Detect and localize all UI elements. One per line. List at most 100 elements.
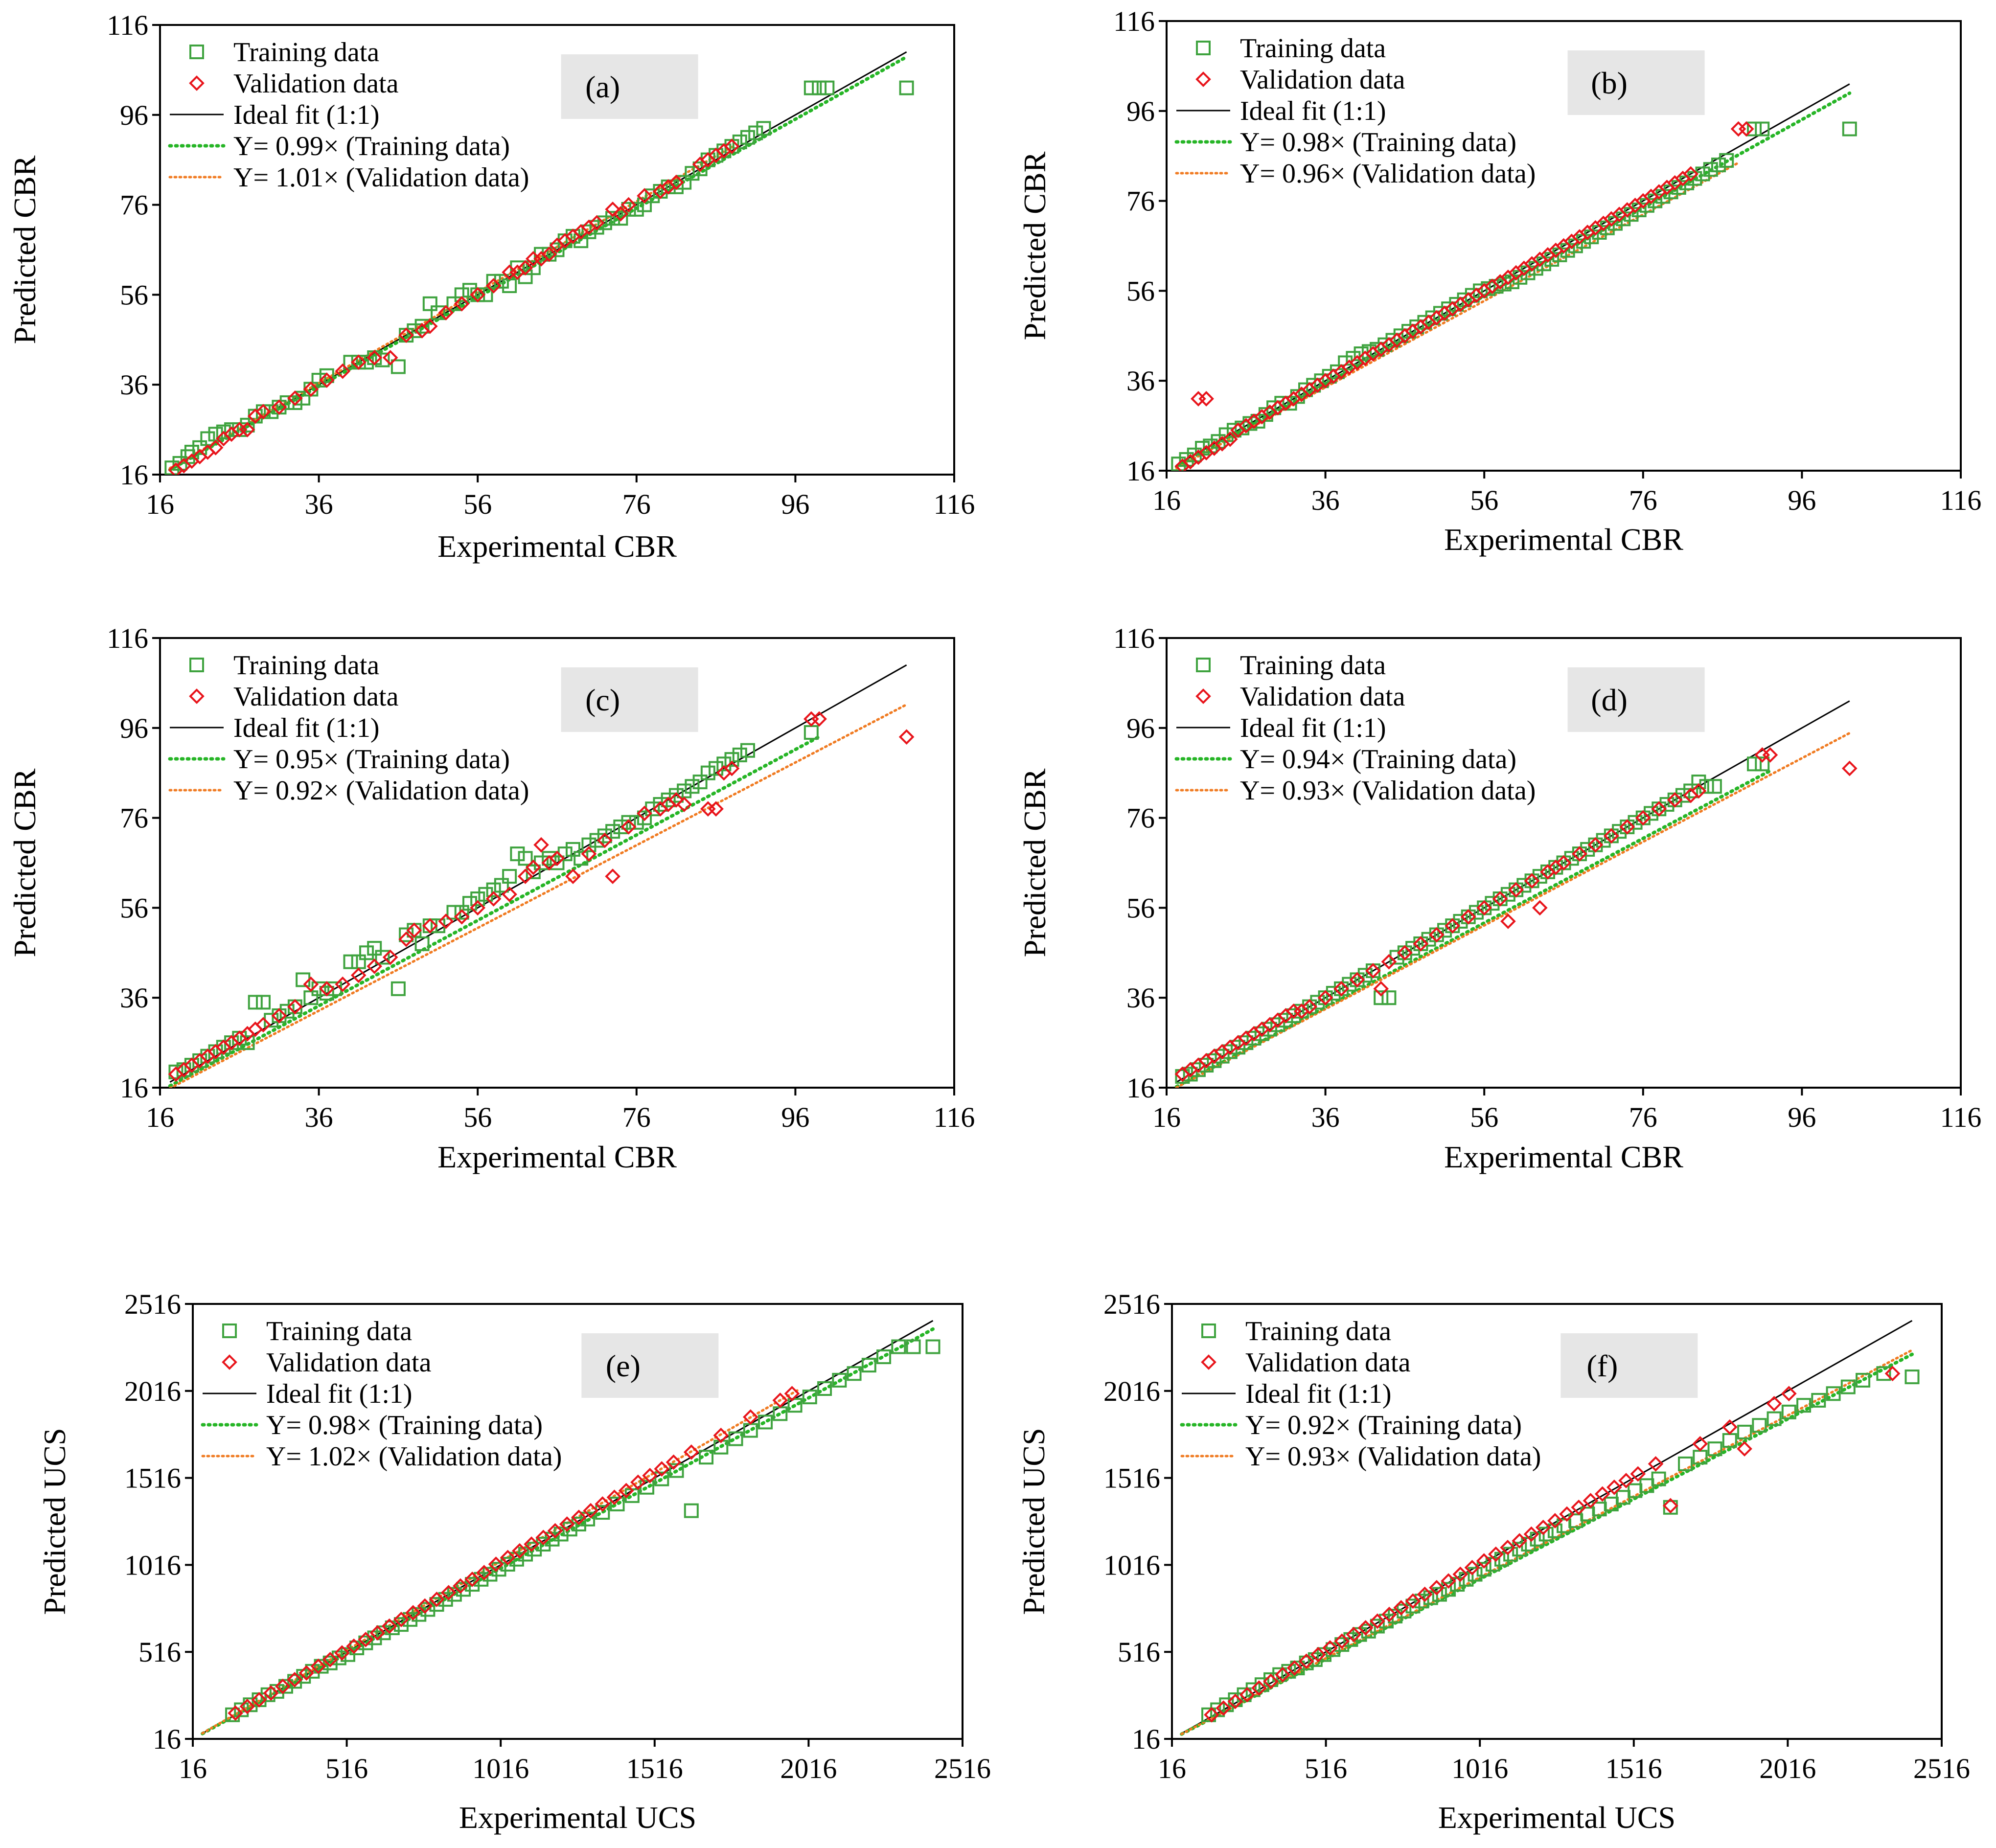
legend-label: Validation data (266, 1347, 432, 1378)
plot-area (201, 1320, 941, 1735)
training-point (1270, 1017, 1285, 1032)
validation-point (381, 1618, 397, 1634)
legend-training-marker (1196, 658, 1211, 672)
y-tick-label: 36 (120, 982, 148, 1014)
training-point (331, 1650, 346, 1665)
training-point (351, 954, 366, 969)
training-point (518, 851, 533, 866)
x-tick-label: 96 (1788, 1101, 1816, 1133)
validation-point (406, 922, 422, 938)
validation-point (1476, 1553, 1492, 1569)
panel-label: (a) (585, 69, 620, 104)
training-point (248, 995, 263, 1010)
y-axis-title: Predicted CBR (7, 155, 42, 344)
training-point (1235, 420, 1250, 435)
panel-label: (c) (585, 683, 620, 717)
x-tick-label: 16 (1158, 1753, 1186, 1784)
legend-label: Ideal fit (1:1) (1240, 96, 1386, 126)
training-point (740, 130, 756, 145)
validation-point (346, 1638, 362, 1654)
validation-point (1648, 1456, 1664, 1472)
training-point (1199, 1058, 1214, 1073)
validation-point (1618, 1473, 1634, 1488)
training-point (1703, 162, 1718, 177)
validation-point (565, 868, 581, 884)
validation-point (335, 363, 351, 379)
training-point (1374, 990, 1389, 1005)
y-tick-label: 16 (120, 1072, 148, 1104)
x-tick-label: 36 (1311, 1101, 1340, 1133)
training-point (1379, 1614, 1394, 1629)
training-point (740, 743, 756, 758)
training-point (1904, 1369, 1920, 1385)
y-axis-title: Predicted CBR (1017, 768, 1052, 957)
x-tick-label: 16 (146, 1101, 174, 1133)
validation-point (1322, 1640, 1338, 1656)
validation-point (512, 1543, 528, 1559)
validation-point (255, 404, 271, 420)
legend-label: Ideal fit (1:1) (1245, 1379, 1392, 1409)
training-point (605, 824, 620, 839)
x-tick-label: 76 (1629, 1101, 1657, 1133)
validation-point (1349, 972, 1365, 988)
training-point (589, 220, 604, 235)
validation-point (668, 174, 684, 190)
training-point (1678, 1456, 1693, 1471)
x-tick-label: 516 (1305, 1753, 1347, 1784)
validation-point (1310, 1646, 1326, 1663)
validation-point (485, 891, 502, 907)
validation-point (335, 976, 351, 992)
training-point (542, 851, 557, 866)
validation-point (524, 1536, 539, 1552)
training-point (412, 1607, 427, 1622)
training-point (311, 981, 326, 996)
training-point (653, 797, 668, 812)
training-point (847, 1366, 862, 1381)
training-point (278, 1679, 293, 1694)
validation-point (303, 976, 319, 992)
training-point (526, 260, 541, 275)
training-point (787, 1398, 803, 1413)
training-point (1796, 1398, 1812, 1413)
validation-point (1492, 891, 1508, 907)
validation-point (470, 900, 486, 916)
training-point (390, 359, 406, 374)
legend-label: Y= 0.99× (Training data) (233, 131, 510, 161)
validation-point (605, 201, 620, 217)
training-point (446, 296, 461, 311)
legend-validation-marker (189, 688, 205, 704)
legend-validation-marker (1195, 688, 1211, 704)
training-point (234, 1702, 249, 1717)
x-tick-label: 36 (305, 1101, 333, 1133)
validation-point (1508, 882, 1524, 898)
x-tick-label: 76 (622, 488, 651, 520)
training-point (1481, 281, 1496, 296)
training-point (1239, 1035, 1254, 1050)
training-point (1747, 121, 1762, 137)
training-point (1752, 1418, 1767, 1433)
legend-label: Ideal fit (1:1) (233, 713, 380, 743)
training-point (1183, 1067, 1198, 1082)
validation-point (287, 999, 303, 1015)
training-point (613, 819, 628, 834)
training-point (1503, 1547, 1518, 1562)
training-point (1414, 1594, 1429, 1609)
legend-label: Y= 0.93× (Validation data) (1240, 776, 1536, 806)
training-point (1651, 1471, 1666, 1486)
validation-point (1373, 981, 1389, 997)
validation-point (547, 1523, 563, 1539)
validation-point (1604, 828, 1619, 844)
training-point (589, 833, 604, 848)
training-point (527, 1542, 542, 1557)
validation-point (668, 792, 684, 808)
validation-point (1559, 1506, 1575, 1522)
training-point (700, 765, 715, 780)
validation-point (665, 1454, 682, 1470)
validation-point (367, 958, 383, 974)
training-point (422, 918, 437, 934)
training-point (550, 855, 565, 870)
training-point (454, 905, 469, 920)
validation-point (405, 1605, 421, 1621)
chart-panel-2: 16 36 56 76 96 116 16 36 56 76 96 116 Experimental C… (1017, 5, 1981, 557)
